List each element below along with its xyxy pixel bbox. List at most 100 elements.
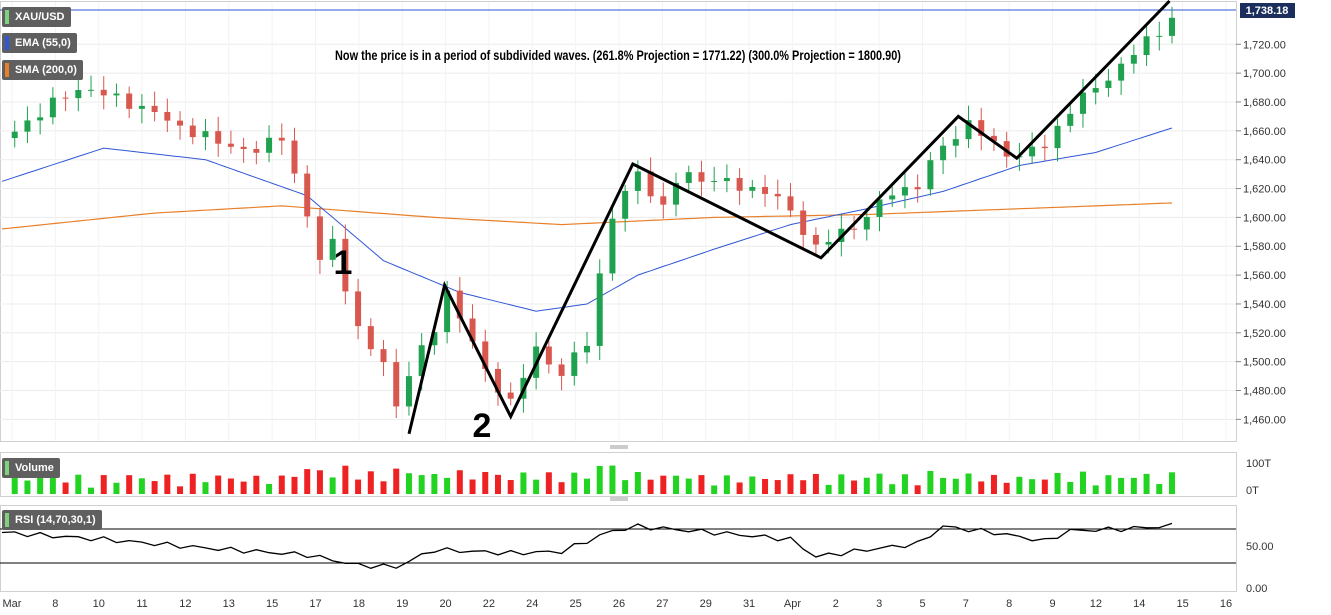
volume-bar (164, 474, 171, 494)
candle-body (11, 131, 18, 139)
volume-bar (444, 477, 451, 494)
volume-panel[interactable] (0, 452, 1237, 497)
time-tick-label: 7 (963, 598, 969, 610)
candle-body (1169, 17, 1175, 36)
candle-body (253, 148, 260, 153)
volume-bar (927, 470, 934, 494)
wave-label-2: 2 (473, 407, 492, 445)
volume-bar (1067, 481, 1074, 494)
candle-body (673, 182, 680, 205)
candle-body (1067, 113, 1074, 126)
volume-bar (1118, 477, 1125, 494)
volume-bar (533, 479, 540, 494)
volume-bar (253, 475, 260, 494)
price-tick-label: 1,480.00 (1243, 386, 1286, 398)
volume-bar (1079, 471, 1086, 494)
time-tick-label: Apr (784, 598, 801, 610)
sma-label: SMA (200,0) (15, 64, 77, 76)
candle-body (138, 105, 145, 109)
volume-bar (507, 480, 514, 494)
volume-bar (304, 469, 311, 494)
rsi-label: RSI (14,70,30,1) (15, 514, 96, 526)
candle-body (952, 139, 959, 146)
candle-body (622, 190, 629, 219)
volume-bar (634, 471, 641, 494)
candle-body (316, 216, 323, 260)
candle-body (329, 238, 336, 260)
time-tick-label: 16 (1220, 598, 1232, 610)
volume-bar (405, 473, 412, 494)
candle-body (1079, 92, 1086, 114)
volume-bar (1169, 472, 1175, 494)
volume-bar (914, 485, 921, 494)
volume-bar (316, 470, 323, 494)
candle-body (965, 120, 972, 140)
candle-body (545, 346, 552, 365)
candle-body (215, 131, 222, 144)
volume-bar (75, 474, 82, 494)
candle-body (787, 196, 794, 211)
rsi-tag[interactable]: RSI (14,70,30,1) (2, 510, 102, 530)
candle-body (851, 228, 858, 230)
panel-resize-handle[interactable] (610, 497, 628, 501)
candle-body (800, 210, 807, 235)
volume-bar (774, 480, 781, 494)
volume-bar (990, 474, 997, 494)
candle-body (100, 89, 107, 96)
rsi-panel[interactable] (0, 505, 1237, 592)
candle-body (227, 143, 234, 147)
volume-tick-label: 100T (1246, 458, 1271, 470)
volume-bar (342, 465, 349, 494)
volume-label: Volume (15, 462, 54, 474)
volume-bar (685, 478, 692, 494)
candle-body (151, 105, 158, 112)
time-tick-label: 11 (136, 598, 147, 610)
panel-resize-handle[interactable] (610, 445, 628, 449)
volume-bar (62, 482, 69, 494)
candle-body (367, 326, 374, 350)
volume-bars (11, 465, 1175, 494)
candle-body (126, 93, 133, 109)
volume-tag[interactable]: Volume (2, 458, 60, 478)
ema-tag[interactable]: EMA (55,0) (2, 33, 77, 53)
symbol-tag[interactable]: XAU/USD (2, 7, 71, 27)
candle-body (647, 171, 654, 197)
time-tick-label: 18 (353, 598, 365, 610)
candle-body (49, 97, 56, 118)
volume-bar (202, 482, 209, 494)
sma-tag[interactable]: SMA (200,0) (2, 60, 83, 80)
volume-tick-label: 0T (1246, 485, 1259, 497)
last-price-badge (1240, 3, 1295, 18)
volume-bar (177, 486, 184, 494)
candle-body (1029, 146, 1036, 157)
volume-bar (1156, 484, 1163, 494)
volume-bar (1092, 485, 1099, 494)
price-tick-label: 1,580.00 (1243, 241, 1286, 253)
volume-bar (520, 472, 527, 494)
volume-bar (711, 485, 718, 494)
volume-bar (965, 473, 972, 494)
time-tick-label: 27 (656, 598, 668, 610)
time-tick-label: 29 (700, 598, 712, 610)
time-tick-label: 14 (1133, 598, 1145, 610)
volume-bar (37, 477, 44, 494)
volume-bar (736, 482, 743, 494)
volume-bar (812, 474, 819, 494)
candle-body (749, 186, 756, 191)
volume-bar (940, 477, 947, 494)
candle-body (558, 364, 565, 376)
time-tick-label: 20 (439, 598, 451, 610)
volume-bar (876, 473, 883, 494)
candle-body (164, 111, 171, 121)
rsi-tick-label: 0.00 (1246, 583, 1267, 595)
candle-body (177, 120, 184, 126)
price-tick-label: 1,520.00 (1243, 328, 1286, 340)
ema-55-line (1, 127, 1173, 312)
candle-body (812, 234, 819, 245)
volume-bar (901, 474, 908, 494)
volume-bar (393, 468, 400, 494)
volume-bar (49, 474, 56, 494)
candle-body (393, 362, 400, 407)
price-tick-label: 1,700.00 (1243, 68, 1286, 80)
